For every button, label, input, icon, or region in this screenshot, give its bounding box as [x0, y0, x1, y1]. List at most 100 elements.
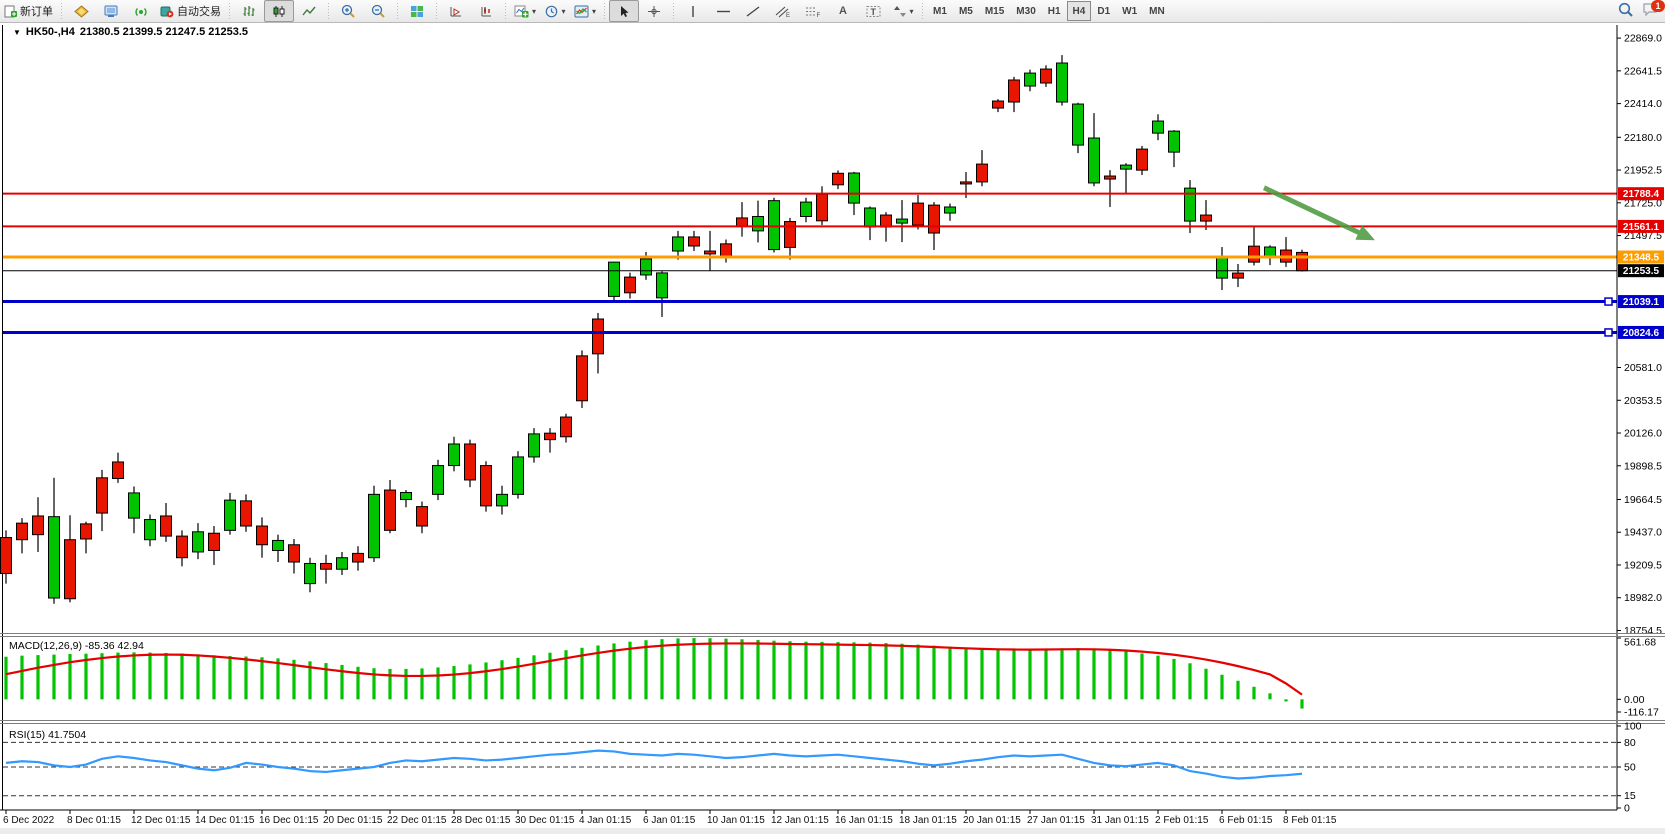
timeframe-m5[interactable]: M5 — [958, 5, 973, 17]
signal-button[interactable] — [126, 0, 156, 22]
indicators-button[interactable]: ▾ — [510, 0, 540, 22]
time-tick-label: 14 Dec 01:15 — [195, 815, 255, 826]
candle-bull — [1168, 130, 1180, 153]
price-tick-label: 19664.5 — [1624, 494, 1662, 506]
rsi-line — [5, 749, 1303, 780]
zoom-in-icon — [341, 4, 356, 18]
vertical-line-icon — [688, 5, 698, 18]
time-tick-label: 2 Feb 01:15 — [1155, 815, 1209, 826]
candle-bull — [304, 562, 316, 585]
crosshair-button[interactable] — [639, 0, 669, 22]
candle-bull — [512, 456, 524, 495]
macd-pane: MACD(12,26,9) -85.36 42.94 561.68 0.00-116… — [4, 637, 1659, 719]
zoom-out-button[interactable] — [363, 0, 393, 22]
timeframe-mn[interactable]: MN — [1149, 5, 1165, 17]
toolbar-separator — [671, 3, 677, 19]
dropdown-caret: ▾ — [592, 6, 597, 16]
toolbar-right-group: 1 — [1618, 0, 1665, 22]
candle-bear — [96, 477, 108, 514]
timeframe-h4[interactable]: H4 — [1066, 1, 1092, 21]
text-label-button[interactable]: T — [858, 0, 888, 22]
arrows-button[interactable]: ▾ — [888, 0, 918, 22]
dropdown-caret: ▾ — [532, 6, 537, 16]
trendline-button[interactable] — [738, 0, 768, 22]
chart-candles-button[interactable] — [264, 0, 294, 22]
candle-bull — [1184, 187, 1196, 222]
candle-bull — [640, 258, 652, 276]
equidistant-channel-button[interactable]: E — [768, 0, 798, 22]
candle-bull — [432, 465, 444, 495]
candle-bear — [1200, 214, 1212, 222]
candle-bull — [496, 493, 508, 507]
time-tick-label: 10 Jan 01:15 — [707, 815, 765, 826]
candle-bull — [1088, 137, 1100, 184]
timeframe-w1[interactable]: W1 — [1122, 5, 1138, 17]
timeframe-m15[interactable]: M15 — [984, 5, 1005, 17]
fibonacci-button[interactable]: F — [798, 0, 828, 22]
line-endpoint-handle[interactable] — [1604, 328, 1613, 337]
text-icon: A — [839, 5, 847, 17]
candle-bull — [144, 519, 156, 541]
chart-line-button[interactable] — [294, 0, 324, 22]
chart-bars-button[interactable] — [234, 0, 264, 22]
candle-bear — [1008, 79, 1020, 103]
chart-canvas[interactable]: 22869.0 22641.5 22414.0 22180.0 21952.5 21725… — [0, 22, 1665, 834]
bar-chart-icon — [242, 5, 256, 18]
community-button[interactable] — [96, 0, 126, 22]
templates-button[interactable]: ▾ — [570, 0, 600, 22]
auto-scroll-button[interactable] — [471, 0, 501, 22]
candle-bull — [944, 206, 956, 214]
tile-windows-button[interactable] — [402, 0, 432, 22]
candlestick-chart-icon — [272, 5, 286, 18]
market-watch-button[interactable] — [66, 0, 96, 22]
price-badge-label: 21253.5 — [1623, 266, 1660, 277]
time-tick-label: 12 Jan 01:15 — [771, 815, 829, 826]
time-tick-label: 12 Dec 01:15 — [131, 815, 191, 826]
time-tick-label: 16 Dec 01:15 — [259, 815, 319, 826]
timeframe-h1[interactable]: H1 — [1047, 5, 1061, 17]
cursor-button[interactable] — [609, 0, 640, 22]
trend-arrow[interactable] — [1262, 185, 1375, 241]
new-order-label: 新订单 — [20, 6, 53, 18]
search-icon[interactable] — [1618, 2, 1634, 20]
auto-trading-icon — [160, 5, 174, 18]
timeframe-m30[interactable]: M30 — [1016, 5, 1036, 17]
monitor-user-icon — [104, 5, 119, 18]
chart-shift-button[interactable] — [441, 0, 471, 22]
candle-bear — [320, 562, 332, 570]
candle-bear — [384, 489, 396, 531]
text-button[interactable]: A — [828, 0, 858, 22]
candle-bull — [1072, 103, 1084, 146]
svg-text:E: E — [786, 13, 790, 18]
chat-button[interactable]: 1 — [1642, 0, 1665, 20]
horizontal-line-button[interactable] — [708, 0, 738, 22]
timeframe-m1[interactable]: M1 — [933, 5, 947, 17]
zoom-in-button[interactable] — [333, 0, 363, 22]
time-axis[interactable]: 6 Dec 2022 8 Dec 01:15 12 Dec 01:15 14 Dec … — [0, 809, 1617, 826]
macd-signal-line — [5, 642, 1303, 696]
periods-button[interactable]: ▾ — [540, 0, 570, 22]
candle-bull — [800, 201, 812, 217]
new-order-button[interactable]: 新订单 — [0, 0, 57, 22]
auto-trading-label: 自动交易 — [177, 6, 221, 18]
toolbar-separator — [602, 3, 608, 19]
chart-title: ▼ HK50-,H4 21380.5 21399.5 21247.5 21253… — [13, 26, 248, 38]
crosshair-icon — [647, 5, 661, 18]
auto-trading-button[interactable]: 自动交易 — [156, 0, 225, 22]
candle-bear — [416, 506, 428, 527]
indicator-add-icon — [514, 5, 529, 18]
candle-bull — [368, 493, 380, 559]
timeframe-d1[interactable]: D1 — [1097, 5, 1111, 17]
vertical-line-button[interactable] — [678, 0, 708, 22]
collapse-triangle-icon[interactable]: ▼ — [13, 27, 21, 37]
candle-bull — [528, 433, 540, 458]
candle-bull — [128, 492, 140, 519]
rsi-tick-label: 100 — [1624, 721, 1642, 733]
price-badge — [1618, 325, 1664, 339]
time-tick-label: 30 Dec 01:15 — [515, 815, 575, 826]
candle-bear — [688, 236, 700, 247]
price-axis[interactable]: 22869.0 22641.5 22414.0 22180.0 21952.5 21725… — [1616, 25, 1664, 810]
line-endpoint-handle[interactable] — [1604, 297, 1613, 306]
price-tick-label: 18982.0 — [1624, 592, 1662, 604]
candle-bear — [1248, 245, 1260, 263]
